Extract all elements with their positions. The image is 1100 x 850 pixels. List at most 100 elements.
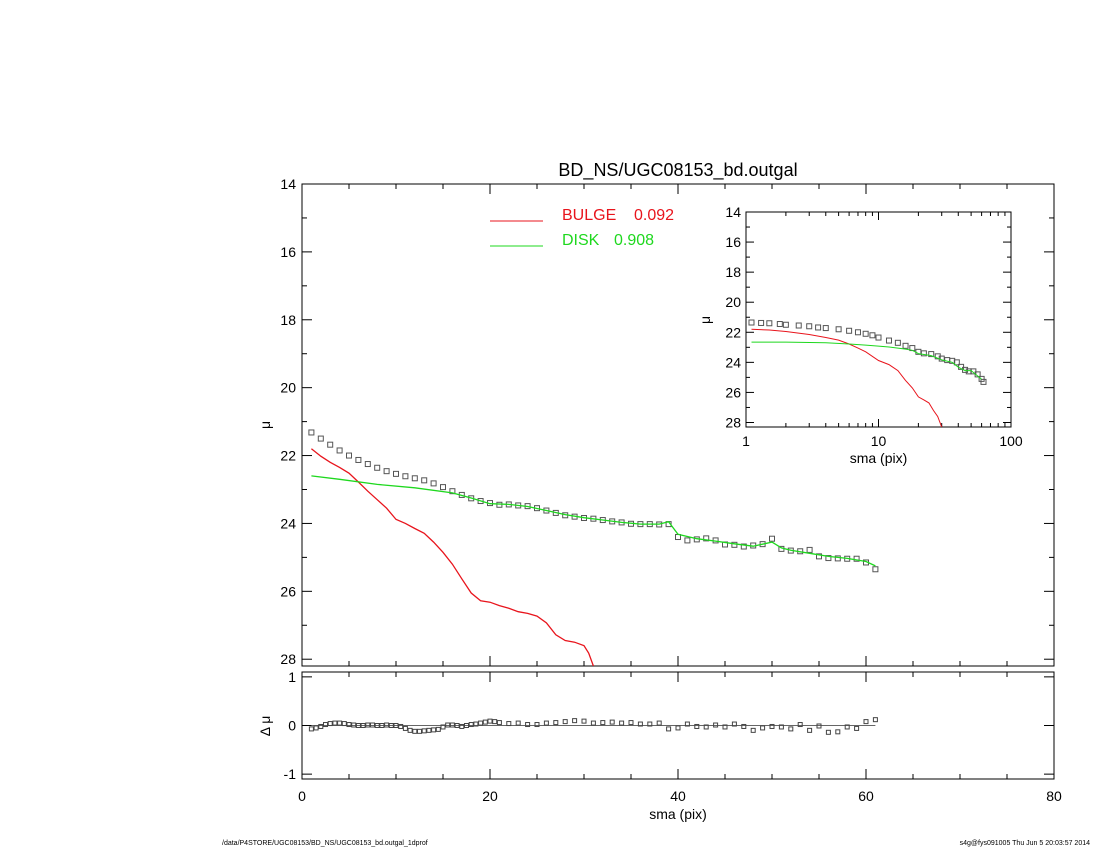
residual-point <box>572 718 578 724</box>
residual-point <box>421 728 427 734</box>
residual-point <box>323 722 328 728</box>
series-line-bulge <box>310 448 595 666</box>
residual-point <box>797 722 803 728</box>
data-point <box>308 429 315 436</box>
residual-point <box>825 729 831 735</box>
residual-point <box>760 725 766 731</box>
inset-plot-area <box>748 319 987 427</box>
main-y-tick-label: 26 <box>280 583 296 599</box>
inset-y-axis-label: μ <box>697 316 713 324</box>
residual-point <box>835 729 841 735</box>
inset-data-point <box>869 332 876 339</box>
data-point <box>872 566 879 573</box>
main-y-tick-label: 16 <box>280 244 296 260</box>
inset-y-tick-label: 18 <box>725 264 741 280</box>
residual-point <box>440 724 446 730</box>
inset-data-point <box>894 339 901 346</box>
data-point <box>346 452 352 459</box>
residual-point <box>313 725 319 731</box>
residual-point <box>332 720 338 726</box>
inset-data-point <box>970 368 977 375</box>
legend-label-disk: DISK <box>562 232 600 249</box>
residual-point <box>370 722 375 728</box>
inset-data-point <box>875 334 882 341</box>
data-point <box>440 484 446 491</box>
inset-data-point <box>846 327 853 334</box>
residual-point <box>844 724 850 730</box>
main-y-axis-label: μ <box>257 421 273 429</box>
inset-data-point <box>953 359 960 366</box>
inset-data-point <box>862 330 869 337</box>
inset-panel: 14 16 18 20 22 24 26 281 10 100 sma (pix) μ <box>697 204 1023 466</box>
residual-point <box>346 722 352 728</box>
residual-point <box>713 722 719 728</box>
main-panel: 14 16 18 20 22 24 26 28 μ <box>257 176 1055 667</box>
residual-point <box>459 723 465 729</box>
residual-point <box>431 727 437 733</box>
data-point <box>402 473 409 480</box>
legend-label-bulge: BULGE <box>562 207 616 224</box>
legend-value-disk: 0.908 <box>614 232 654 249</box>
residual-x-tick-label: 20 <box>482 788 498 804</box>
inset-data-point <box>920 350 927 357</box>
residual-point <box>722 724 728 730</box>
data-point <box>703 535 710 542</box>
inset-data-point <box>978 375 985 382</box>
residual-point <box>496 720 502 726</box>
data-point <box>740 543 747 550</box>
residual-x-tick-label: 60 <box>858 788 874 804</box>
data-point <box>355 456 362 463</box>
residual-point <box>637 721 643 727</box>
inset-data-point <box>885 337 892 344</box>
data-point <box>834 555 841 562</box>
legend-value-bulge: 0.092 <box>634 207 674 224</box>
residual-point <box>562 719 568 725</box>
residual-point <box>492 719 498 725</box>
inset-data-point <box>806 323 813 330</box>
inset-x-tick-label: 10 <box>871 433 887 449</box>
inset-data-point <box>766 320 773 327</box>
inset-data-point <box>835 326 842 333</box>
residual-point <box>581 718 587 724</box>
residual-y-tick-label: 1 <box>288 669 296 685</box>
residual-point <box>684 721 690 727</box>
inset-y-tick-label: 16 <box>725 234 741 250</box>
data-point <box>853 555 860 562</box>
residual-point <box>398 723 404 729</box>
data-point <box>430 480 437 487</box>
chart-title: BD_NS/UGC08153_bd.outgal <box>558 160 797 181</box>
residual-y-tick-label: 0 <box>288 718 296 734</box>
residual-point <box>341 721 347 727</box>
inset-x-tick-label: 1 <box>742 433 750 449</box>
inset-y-tick-label: 22 <box>725 324 741 340</box>
residual-x-tick-label: 80 <box>1046 788 1062 804</box>
inset-frame <box>745 211 1012 428</box>
data-point <box>816 553 822 560</box>
residual-y-axis-label: Δ μ <box>257 716 273 737</box>
residual-point <box>703 724 709 730</box>
inset-data-point <box>980 378 987 385</box>
residual-point <box>807 727 813 733</box>
residual-point <box>553 720 559 726</box>
inset-data-point <box>815 324 822 331</box>
main-y-tick-label: 20 <box>280 380 296 396</box>
residual-point <box>417 728 422 734</box>
residual-point <box>379 723 385 728</box>
inset-x-tick-label: 100 <box>999 433 1023 449</box>
residual-point <box>478 720 484 726</box>
main-y-tick-label: 18 <box>280 312 296 328</box>
residual-point <box>769 723 775 729</box>
residual-point <box>647 721 653 727</box>
inset-data-point <box>854 329 861 336</box>
data-point <box>825 555 832 562</box>
data-point <box>383 468 390 475</box>
residual-point <box>525 722 531 728</box>
residual-point <box>590 720 596 726</box>
residual-point <box>694 723 700 729</box>
residual-point <box>388 723 394 728</box>
legend: BULGE 0.092 DISK 0.908 <box>490 207 674 249</box>
inset-y-tick-label: 14 <box>725 204 741 220</box>
residual-point <box>600 720 606 726</box>
residual-point <box>666 726 672 732</box>
